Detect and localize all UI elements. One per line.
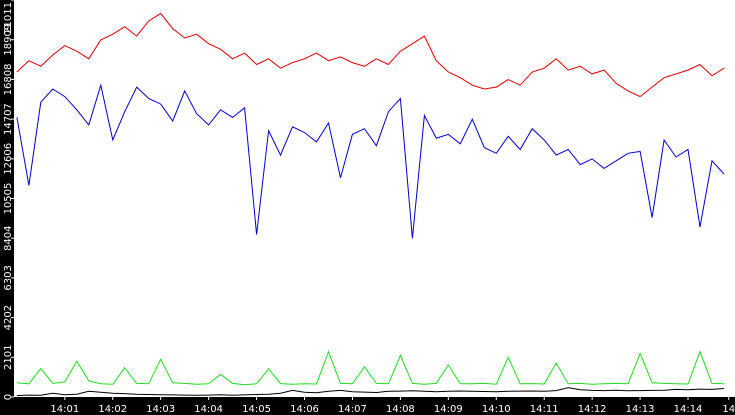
x-tick-label: 14:06 — [290, 404, 319, 415]
x-tick-label: 14:13 — [626, 404, 655, 415]
x-tick-label: 14:03 — [146, 404, 175, 415]
y-tick-label: 10505 — [3, 183, 14, 215]
y-axis-strip — [0, 0, 14, 415]
x-tick-label: 14:07 — [338, 404, 367, 415]
y-tick-label: 0 — [3, 394, 14, 400]
x-axis-strip — [0, 397, 735, 415]
x-tick-label: 14:04 — [194, 404, 223, 415]
series-line — [16, 12, 725, 98]
x-tick-label: 14:02 — [98, 404, 127, 415]
y-tick-label: 2101 — [3, 345, 14, 370]
y-tick-label: 16808 — [3, 64, 14, 96]
series-line — [16, 387, 725, 396]
y-tick-label: 21011 — [3, 2, 14, 34]
y-tick-label: 4202 — [3, 305, 14, 330]
y-tick-label: 8404 — [3, 225, 14, 250]
x-tick-label: 14:12 — [578, 404, 607, 415]
y-tick-label: 14707 — [3, 103, 14, 135]
axes: 0 2101 4202 6303 8404 10505 12606 14707 16808 189… — [3, 0, 735, 415]
x-tick-label: 14:09 — [434, 404, 463, 415]
y-tick-label: 12606 — [3, 143, 14, 175]
x-tick-label: 14:11 — [530, 404, 559, 415]
plot-area — [16, 12, 725, 396]
y-tick-label: 6303 — [3, 265, 14, 290]
y-tick-label: 18909 — [3, 24, 14, 56]
x-tick-label: 14:10 — [482, 404, 511, 415]
x-tick-label: 14:08 — [386, 404, 415, 415]
series-line — [16, 83, 725, 239]
x-tick-label: 14:05 — [242, 404, 271, 415]
x-tick-label: 14:01 — [50, 404, 79, 415]
x-tick-label: 14 — [722, 404, 735, 415]
series-line — [16, 350, 725, 386]
x-tick-label: 14:14 — [674, 404, 703, 415]
